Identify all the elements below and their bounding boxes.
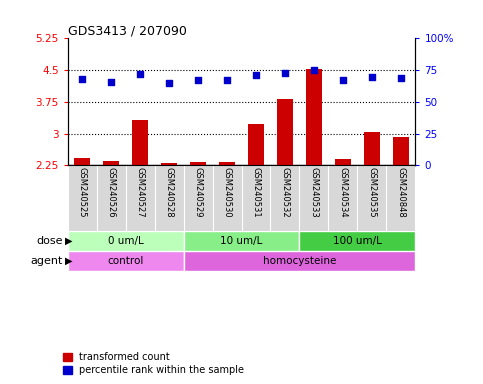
- Text: 0 um/L: 0 um/L: [108, 236, 143, 246]
- Point: [223, 77, 231, 83]
- Text: ▶: ▶: [65, 256, 73, 266]
- Text: GSM240534: GSM240534: [339, 167, 347, 218]
- Bar: [68, 251, 184, 271]
- Bar: [248, 124, 264, 166]
- Text: GSM240532: GSM240532: [281, 167, 289, 218]
- Bar: [132, 120, 148, 166]
- Bar: [335, 159, 351, 166]
- Text: homocysteine: homocysteine: [263, 256, 336, 266]
- Point: [252, 72, 260, 78]
- Text: control: control: [107, 256, 144, 266]
- Text: GSM240535: GSM240535: [368, 167, 376, 218]
- Text: GDS3413 / 207090: GDS3413 / 207090: [68, 24, 186, 37]
- Point: [165, 80, 173, 86]
- Text: GSM240525: GSM240525: [78, 167, 86, 218]
- Bar: [184, 251, 415, 271]
- Point: [368, 73, 376, 79]
- Text: GSM240531: GSM240531: [252, 167, 260, 218]
- Text: agent: agent: [30, 256, 63, 266]
- Point: [78, 76, 86, 82]
- Text: GSM240529: GSM240529: [194, 167, 202, 218]
- Text: 10 um/L: 10 um/L: [220, 236, 263, 246]
- Text: ▶: ▶: [65, 236, 73, 246]
- Point: [310, 67, 318, 73]
- Bar: [68, 231, 184, 251]
- Point: [107, 78, 115, 84]
- Text: GSM240527: GSM240527: [136, 167, 144, 218]
- Bar: [184, 231, 299, 251]
- Bar: [190, 162, 206, 166]
- Text: GSM240530: GSM240530: [223, 167, 231, 218]
- Text: GSM240528: GSM240528: [165, 167, 173, 218]
- Text: GSM240526: GSM240526: [107, 167, 115, 218]
- Point: [397, 75, 405, 81]
- Bar: [393, 137, 409, 166]
- Bar: [364, 132, 380, 166]
- Text: GSM240533: GSM240533: [310, 167, 318, 218]
- Bar: [299, 231, 415, 251]
- Text: 100 um/L: 100 um/L: [333, 236, 382, 246]
- Point: [194, 77, 202, 83]
- Point: [339, 77, 347, 83]
- Bar: [306, 69, 322, 166]
- Bar: [219, 162, 235, 166]
- Text: dose: dose: [36, 236, 63, 246]
- Legend: transformed count, percentile rank within the sample: transformed count, percentile rank withi…: [63, 353, 244, 375]
- Point: [281, 70, 289, 76]
- Bar: [74, 158, 90, 166]
- Bar: [161, 163, 177, 166]
- Point: [136, 71, 144, 77]
- Bar: [103, 161, 119, 166]
- Text: GSM240848: GSM240848: [397, 167, 405, 218]
- Bar: [277, 99, 293, 166]
